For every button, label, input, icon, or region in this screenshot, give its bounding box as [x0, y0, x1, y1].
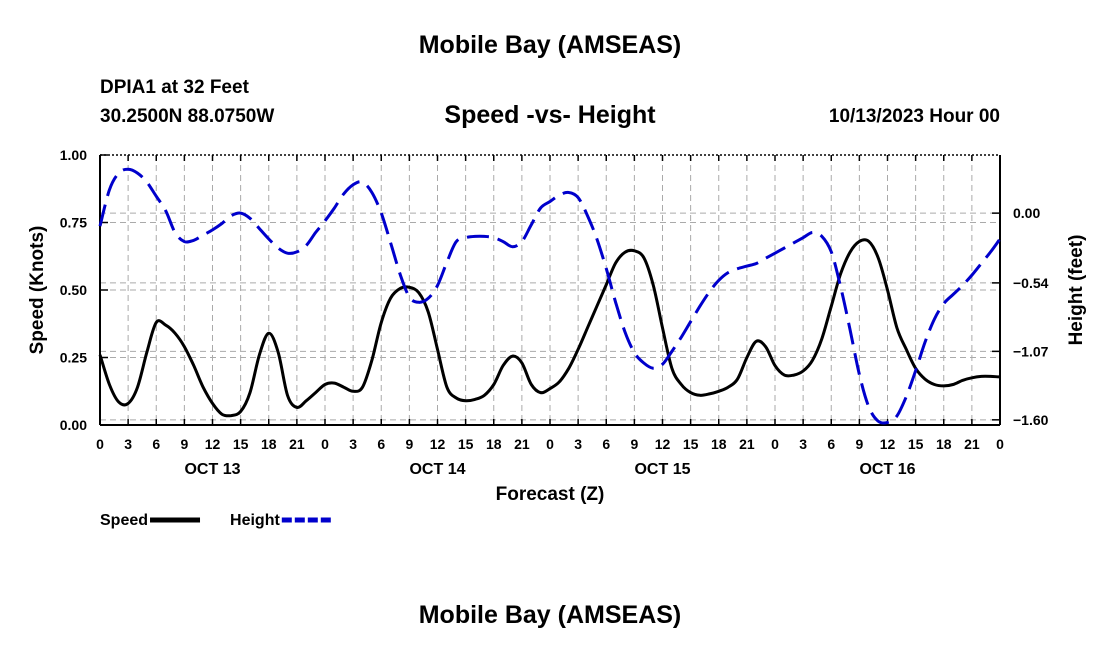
x-tick-label: 18: [261, 436, 277, 452]
forecast-datetime: 10/13/2023 Hour 00: [828, 106, 1000, 127]
x-tick-label: 9: [855, 436, 863, 452]
x-tick-label: 12: [880, 436, 896, 452]
x-tick-label: 15: [683, 436, 699, 452]
x-tick-label: 3: [124, 436, 132, 452]
x-tick-label: 6: [827, 436, 835, 452]
x-day-label: OCT 13: [184, 461, 240, 478]
station-coordinates: 30.2500N 88.0750W: [100, 106, 275, 127]
grid: [100, 155, 1000, 425]
x-axis: 0 3 6 9 12 15 18 21 0 3 6 9 12 15 18 21 0 3 6 9 12 15 18 21 0 3 6 9…: [96, 155, 1004, 505]
x-tick-label: 21: [289, 436, 305, 452]
x-tick-label: 6: [602, 436, 610, 452]
series-lines: [98, 167, 1002, 425]
y-left-tick-label: 0.25: [60, 350, 87, 366]
chart-subtitle: Speed -vs- Height: [444, 101, 656, 129]
x-tick-label: 3: [799, 436, 807, 452]
y-left-axis-label: Speed (Knots): [27, 226, 48, 355]
x-tick-label: 0: [996, 436, 1004, 452]
x-tick-label: 0: [771, 436, 779, 452]
right-y-axis: 0.00 −0.54 −1.07 −1.60 Height (feet): [992, 205, 1087, 428]
x-tick-label: 0: [96, 436, 104, 452]
x-tick-label: 0: [546, 436, 554, 452]
x-axis-label: Forecast (Z): [496, 484, 605, 505]
y-left-tick-label: 0.50: [60, 282, 87, 298]
x-tick-label: 6: [152, 436, 160, 452]
x-tick-label: 3: [574, 436, 582, 452]
y-right-tick-label: −1.60: [1013, 412, 1049, 428]
series-line-speed: [98, 238, 1001, 418]
x-tick-label: 18: [486, 436, 502, 452]
y-left-tick-label: 0.75: [60, 215, 87, 231]
y-left-tick-label: 1.00: [60, 147, 87, 163]
x-tick-label: 21: [514, 436, 530, 452]
x-tick-label: 18: [711, 436, 727, 452]
station-label: DPIA1 at 32 Feet: [100, 77, 249, 98]
x-tick-label: 21: [964, 436, 980, 452]
y-right-axis-label: Height (feet): [1066, 235, 1087, 346]
x-tick-label: 12: [430, 436, 446, 452]
x-tick-label: 0: [321, 436, 329, 452]
x-tick-label: 9: [180, 436, 188, 452]
series-line-height: [98, 167, 1002, 425]
x-tick-label: 15: [908, 436, 924, 452]
x-day-label: OCT 15: [634, 461, 690, 478]
x-tick-label: 21: [739, 436, 755, 452]
x-tick-label: 12: [655, 436, 671, 452]
x-tick-label: 12: [205, 436, 221, 452]
legend-label-speed: Speed: [100, 512, 148, 529]
y-right-tick-label: 0.00: [1013, 205, 1040, 221]
x-day-label: OCT 16: [859, 461, 915, 478]
x-tick-label: 9: [405, 436, 413, 452]
left-y-axis: 0.00 0.25 0.50 0.75 1.00 Speed (Knots): [27, 147, 108, 433]
x-tick-label: 6: [377, 436, 385, 452]
bottom-title: Mobile Bay (AMSEAS): [418, 601, 682, 629]
legend-label-height: Height: [230, 512, 280, 529]
chart-title: Mobile Bay (AMSEAS): [418, 31, 682, 59]
x-tick-label: 3: [349, 436, 357, 452]
y-right-tick-label: −0.54: [1013, 275, 1049, 291]
y-left-tick-label: 0.00: [60, 417, 87, 433]
x-tick-label: 9: [630, 436, 638, 452]
x-tick-label: 15: [233, 436, 249, 452]
x-day-label: OCT 14: [409, 461, 465, 478]
legend: Speed Height: [100, 512, 332, 529]
x-tick-label: 18: [936, 436, 952, 452]
y-right-tick-label: −1.07: [1013, 343, 1049, 359]
x-tick-label: 15: [458, 436, 474, 452]
